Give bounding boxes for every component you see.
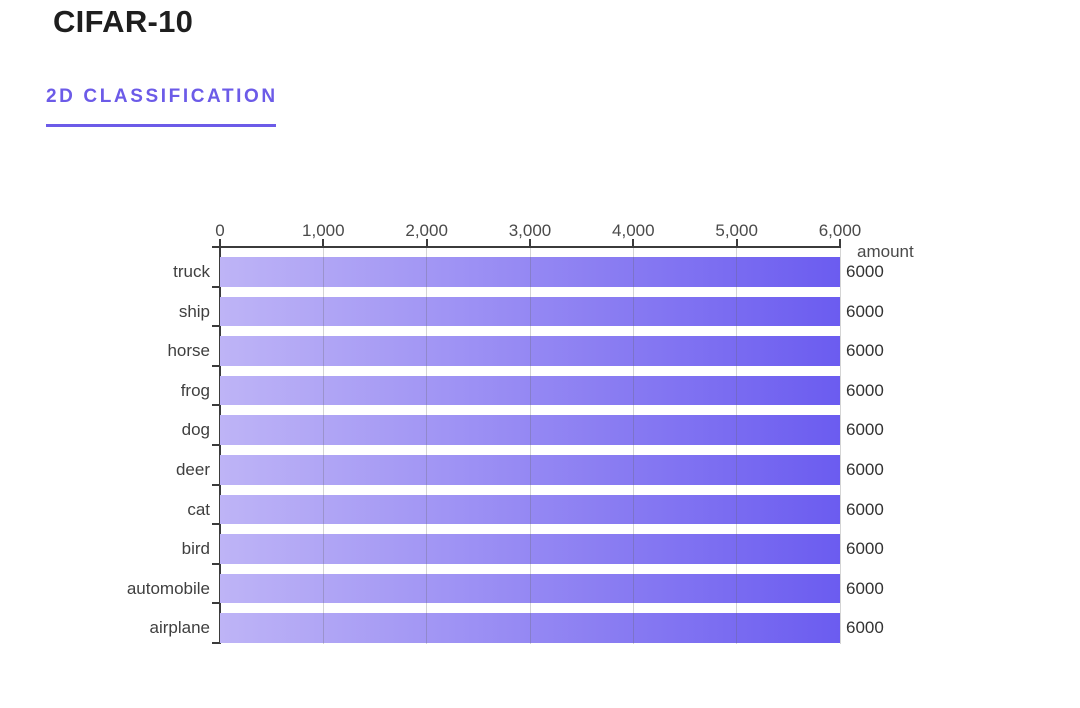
category-label-truck: truck [173, 262, 210, 281]
value-label-automobile: 6000 [846, 578, 884, 598]
bar-horse[interactable] [220, 336, 840, 366]
x-axis-title: amount [857, 242, 914, 261]
x-tick-mark [735, 239, 738, 246]
value-label-horse: 6000 [846, 341, 884, 361]
category-label-automobile: automobile [126, 578, 210, 598]
tab-underline-indicator [46, 124, 276, 127]
bar-frog[interactable] [220, 375, 840, 406]
tab-2d-classification[interactable]: 2D CLASSIFICATION [46, 87, 278, 127]
x-tick-label: 1,000 [302, 221, 345, 240]
x-tick-label: 6,000 [818, 221, 862, 240]
bar-truck[interactable] [220, 257, 840, 287]
x-tick-label: 2,000 [405, 221, 448, 240]
bar-ship[interactable] [220, 296, 840, 327]
x-tick-label: 3,000 [508, 221, 552, 240]
value-label-deer: 6000 [846, 460, 884, 479]
y-tick-mark [212, 483, 220, 486]
plot-area [220, 248, 841, 644]
gridline [529, 248, 531, 644]
gridline [736, 248, 738, 644]
category-label-frog: frog [180, 380, 210, 400]
value-label-cat: 6000 [846, 499, 884, 519]
y-tick-mark [212, 404, 220, 407]
y-tick-mark [212, 602, 220, 605]
page-title: CIFAR-10 [53, 4, 194, 39]
gridline [322, 248, 324, 644]
tab-label: 2D CLASSIFICATION [46, 86, 278, 107]
y-tick-mark [212, 444, 220, 446]
bar-deer[interactable] [220, 455, 840, 485]
y-tick-mark [212, 562, 220, 565]
bar-cat[interactable] [220, 494, 840, 525]
x-tick-mark [219, 239, 221, 246]
x-tick-label: 0 [215, 221, 225, 240]
value-label-truck: 6000 [846, 262, 884, 281]
y-tick-mark [212, 642, 220, 644]
y-tick-mark [212, 523, 220, 526]
category-label-airplane: airplane [149, 618, 211, 638]
y-tick-mark [212, 246, 220, 248]
gridline [632, 248, 634, 644]
value-label-bird: 6000 [846, 539, 884, 559]
gridline [426, 248, 428, 644]
bar-dog[interactable] [220, 415, 840, 445]
category-label-dog: dog [181, 420, 210, 440]
x-tick-mark [425, 239, 428, 246]
y-tick-mark [212, 325, 220, 328]
value-label-ship: 6000 [846, 301, 884, 321]
category-label-cat: cat [187, 499, 210, 519]
x-tick-mark [839, 239, 841, 246]
value-label-frog: 6000 [846, 380, 884, 400]
x-tick-mark [322, 239, 325, 246]
category-label-ship: ship [178, 301, 210, 321]
x-tick-label: 4,000 [612, 221, 655, 240]
x-tick-label: 5,000 [715, 221, 758, 240]
x-tick-mark [632, 239, 635, 246]
category-label-bird: bird [181, 539, 210, 559]
category-label-horse: horse [167, 341, 210, 361]
value-label-dog: 6000 [846, 420, 884, 440]
bar-automobile[interactable] [220, 573, 840, 604]
bar-bird[interactable] [220, 534, 840, 564]
gridline [839, 248, 841, 644]
x-axis-line [213, 246, 841, 248]
category-label-deer: deer [175, 460, 210, 479]
x-tick-mark [529, 239, 531, 246]
y-tick-mark [212, 285, 220, 288]
value-label-airplane: 6000 [846, 618, 884, 638]
bar-airplane[interactable] [220, 613, 840, 643]
y-tick-mark [212, 364, 220, 367]
y-axis-line [219, 246, 221, 644]
